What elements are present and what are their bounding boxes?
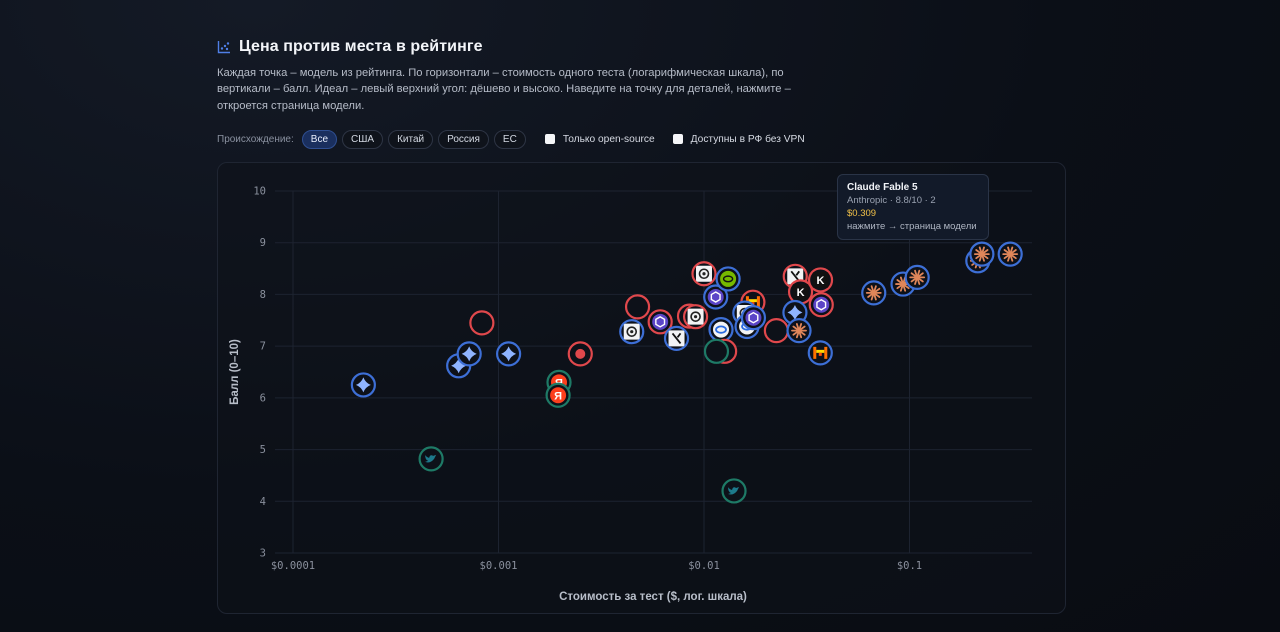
data-point[interactable] — [619, 319, 645, 345]
filter-chip-china[interactable]: Китай — [388, 129, 434, 149]
y-tick-label: 8 — [260, 289, 266, 301]
data-point-ring — [703, 338, 730, 364]
data-point[interactable] — [456, 341, 482, 367]
chart-description: Каждая точка – модель из рейтинга. По го… — [217, 67, 791, 112]
ru-no-vpn-checkbox-box[interactable] — [672, 134, 683, 144]
y-tick-label: 4 — [260, 496, 266, 508]
data-point[interactable]: Я — [545, 382, 571, 408]
filter-chip-usa[interactable]: США — [342, 129, 384, 149]
filter-chip-all[interactable]: Все — [301, 129, 338, 149]
data-point[interactable] — [350, 372, 376, 398]
x-tick-label: $0.1 — [897, 560, 922, 572]
x-tick-label: $0.0001 — [271, 560, 315, 572]
svg-text:Я: Я — [554, 390, 562, 402]
y-axis-label: Балл (0–10) — [229, 339, 241, 405]
tooltip-price: $0.309 — [847, 208, 877, 219]
data-point[interactable] — [740, 305, 767, 331]
y-tick-label: 10 — [253, 186, 266, 198]
point-tooltip: Claude Fable 5 Anthropic · 8.8/10 · 2 $0… — [837, 174, 989, 240]
svg-text:K: K — [817, 275, 825, 287]
y-tick-label: 6 — [260, 392, 266, 404]
tooltip-hint: нажмите → страница модели — [847, 221, 977, 232]
data-point[interactable] — [808, 292, 834, 318]
data-point[interactable] — [969, 241, 995, 267]
data-point[interactable] — [786, 318, 812, 344]
data-point[interactable] — [807, 340, 833, 366]
data-point[interactable]: K — [787, 279, 814, 305]
data-point[interactable] — [721, 478, 747, 504]
x-tick-label: $0.001 — [480, 560, 518, 572]
x-tick-label: $0.01 — [688, 560, 720, 572]
ru-no-vpn-checkbox-label: Доступны в РФ без VPN — [690, 133, 805, 145]
tooltip-model-name: Claude Fable 5 — [847, 182, 918, 193]
data-point[interactable] — [469, 310, 495, 336]
data-point-ring — [624, 294, 651, 320]
data-point[interactable] — [997, 241, 1023, 267]
open-source-checkbox-box[interactable] — [544, 134, 555, 144]
data-point[interactable] — [763, 318, 789, 344]
data-point[interactable] — [691, 261, 717, 287]
chart-header: Цена против места в рейтинге — [217, 38, 483, 56]
y-tick-label: 5 — [260, 444, 266, 456]
open-source-checkbox-label: Только open-source — [562, 133, 655, 145]
origin-filter-label: Происхождение: — [217, 133, 294, 145]
tooltip-provider-score: Anthropic · 8.8/10 · 2 — [847, 195, 936, 206]
data-point[interactable] — [418, 446, 444, 472]
data-point[interactable] — [708, 316, 734, 343]
filter-chip-eu[interactable]: ЕС — [493, 129, 526, 149]
data-point[interactable] — [624, 294, 651, 320]
data-point[interactable] — [715, 266, 741, 292]
data-point[interactable] — [703, 338, 730, 364]
data-point-ring — [763, 318, 789, 344]
page-title: Цена против места в рейтинге — [239, 38, 483, 55]
svg-text:K: K — [797, 287, 805, 299]
data-point[interactable] — [682, 304, 709, 330]
filter-chip-russia[interactable]: Россия — [438, 129, 489, 149]
data-point[interactable] — [703, 284, 729, 310]
open-source-checkbox[interactable]: Только open-source — [544, 133, 655, 145]
origin-filters: Происхождение: Все США Китай Россия ЕС Т… — [217, 129, 805, 149]
x-axis-label: Стоимость за тест ($, лог. шкала) — [559, 591, 747, 603]
data-point-ring — [469, 310, 495, 336]
data-point[interactable]: K — [807, 267, 834, 293]
y-tick-label: 3 — [260, 548, 266, 560]
data-point[interactable] — [663, 325, 690, 351]
y-tick-label: 9 — [260, 237, 266, 249]
ru-no-vpn-checkbox[interactable]: Доступны в РФ без VPN — [672, 133, 805, 145]
data-point[interactable] — [861, 280, 887, 306]
data-point[interactable] — [647, 309, 673, 335]
y-tick-label: 7 — [260, 341, 266, 353]
data-point[interactable] — [567, 341, 593, 367]
scatter-chart-icon — [217, 41, 230, 54]
data-point[interactable] — [496, 341, 522, 367]
data-point[interactable] — [904, 264, 930, 290]
